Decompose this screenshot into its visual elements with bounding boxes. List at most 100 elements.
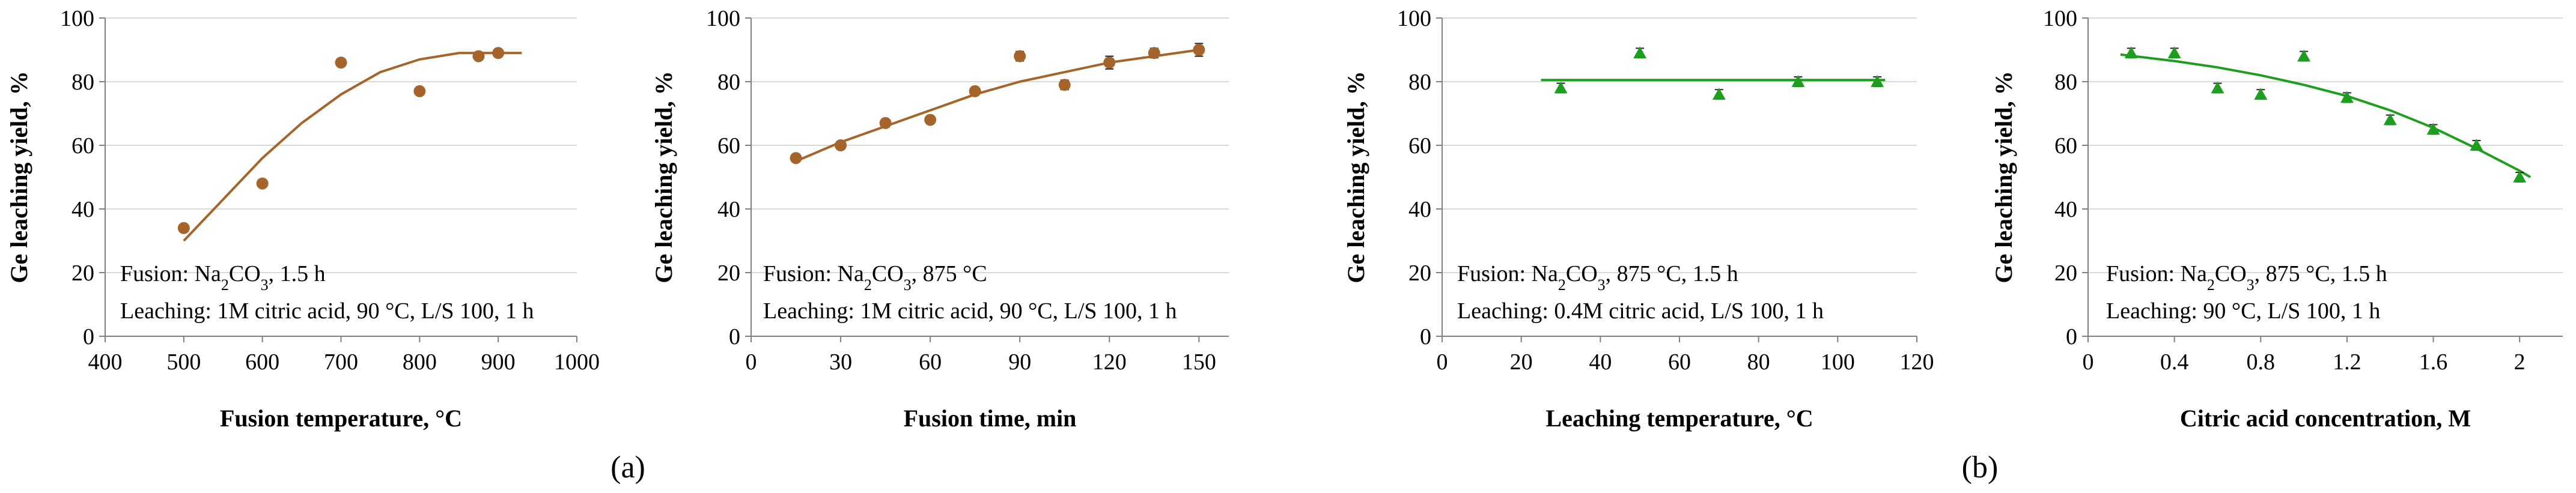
y-axis-title: Ge leaching yield, %	[5, 71, 32, 283]
trend-line	[795, 49, 1199, 163]
y-tick-label: 20	[1408, 261, 1431, 286]
data-point	[1193, 44, 1205, 56]
x-tick-label: 900	[481, 349, 516, 375]
data-point	[335, 56, 347, 69]
chart-leaching-temperature: 0 20 40 60 80 100 0 20 40 60 80 100 120 Leaching temp…	[1342, 6, 1934, 432]
data-point	[2513, 171, 2527, 183]
y-tick-label: 20	[717, 261, 740, 286]
data-point	[879, 116, 892, 129]
data-point	[2167, 46, 2181, 59]
x-tick-label: 0.4	[2160, 349, 2189, 375]
data-point	[835, 139, 847, 151]
x-tick-label: 1000	[554, 349, 600, 375]
x-axis-title: Leaching temperature, °C	[1545, 405, 1813, 432]
y-tick-label: 0	[83, 324, 94, 349]
data-point	[413, 85, 426, 97]
data-point	[2340, 91, 2354, 103]
x-tick-label: 600	[245, 349, 279, 375]
y-tick-label: 0	[2066, 324, 2077, 349]
x-tick-label: 0	[1437, 349, 1448, 375]
x-tick-label: 500	[166, 349, 201, 375]
annotation-fusion: Fusion: Na2CO3, 875 °C, 1.5 h	[1457, 261, 1738, 294]
y-tick-label: 60	[1408, 133, 1431, 159]
x-tick-label: 100	[1821, 349, 1855, 375]
chart-fusion-time: 0 20 40 60 80 100 0 30 60 90 120 150 Fusion time, mi…	[650, 6, 1229, 432]
x-tick-label: 150	[1182, 349, 1216, 375]
panel-label-a: (a)	[611, 450, 645, 485]
y-tick-label: 40	[717, 197, 740, 222]
y-axis-title: Ge leaching yield, %	[1990, 71, 2017, 283]
chart-citric-acid-concentration: 0 20 40 60 80 100 0 0.4 0.8 1.2 1.6 2 Citric acid co…	[1990, 6, 2563, 432]
data-point	[2470, 139, 2483, 151]
y-tick-label: 60	[72, 133, 94, 159]
y-tick-label: 20	[72, 261, 94, 286]
data-point	[1148, 47, 1160, 59]
data-point	[1103, 56, 1116, 69]
data-point	[2297, 49, 2311, 62]
y-tick-label: 40	[1408, 197, 1431, 222]
y-tick-label: 80	[2054, 70, 2077, 95]
data-point	[177, 222, 190, 234]
y-tick-label: 60	[2054, 133, 2077, 159]
y-axis-title: Ge leaching yield, %	[1342, 71, 1369, 283]
annotation-leaching: Leaching: 0.4M citric acid, L/S 100, 1 h	[1457, 298, 1824, 324]
data-point	[1014, 50, 1026, 62]
y-tick-label: 40	[2054, 197, 2077, 222]
x-tick-label: 80	[1747, 349, 1770, 375]
y-tick-label: 40	[72, 197, 94, 222]
trend-line	[2120, 53, 2532, 178]
y-tick-label: 100	[1397, 6, 1431, 31]
y-tick-label: 100	[2043, 6, 2077, 31]
data-point	[1058, 79, 1071, 91]
y-tick-label: 80	[717, 70, 740, 95]
data-point	[924, 113, 937, 126]
x-tick-label: 1.6	[2419, 349, 2448, 375]
annotation-fusion: Fusion: Na2CO3, 875 °C	[763, 261, 987, 294]
annotation-leaching: Leaching: 1M citric acid, 90 °C, L/S 100…	[763, 298, 1177, 324]
y-tick-label: 0	[1420, 324, 1431, 349]
x-tick-label: 0	[2083, 349, 2094, 375]
x-tick-label: 20	[1510, 349, 1533, 375]
data-point	[1554, 81, 1568, 94]
data-point	[2211, 81, 2224, 94]
x-tick-label: 30	[829, 349, 852, 375]
x-tick-label: 0.8	[2247, 349, 2276, 375]
x-tick-label: 120	[1092, 349, 1127, 375]
x-tick-label: 1.2	[2333, 349, 2361, 375]
x-tick-label: 90	[1008, 349, 1031, 375]
x-tick-label: 800	[403, 349, 437, 375]
x-tick-label: 120	[1900, 349, 1934, 375]
data-point	[790, 152, 802, 165]
x-tick-label: 60	[919, 349, 942, 375]
y-tick-label: 80	[1408, 70, 1431, 95]
data-point	[1712, 88, 1726, 100]
annotation-leaching: Leaching: 1M citric acid, 90 °C, L/S 100…	[120, 298, 534, 324]
data-point	[969, 85, 981, 97]
y-tick-label: 0	[729, 324, 740, 349]
x-axis-title: Fusion temperature, °C	[220, 405, 462, 432]
x-tick-label: 40	[1589, 349, 1612, 375]
annotation-fusion: Fusion: Na2CO3, 875 °C, 1.5 h	[2106, 261, 2387, 294]
y-tick-label: 100	[60, 6, 94, 31]
x-tick-label: 0	[746, 349, 757, 375]
data-point	[256, 177, 269, 190]
data-point	[2124, 46, 2138, 59]
data-point	[1791, 75, 1805, 87]
x-tick-label: 60	[1668, 349, 1691, 375]
annotation-leaching: Leaching: 90 °C, L/S 100, 1 h	[2106, 298, 2380, 324]
chart-fusion-temperature: 0 20 40 60 80 100 400 500 600 700 800 900 1000 Fusion…	[5, 6, 600, 432]
y-tick-label: 100	[706, 6, 740, 31]
y-tick-label: 20	[2054, 261, 2077, 286]
data-point	[472, 50, 485, 62]
data-point	[1633, 46, 1647, 59]
x-tick-label: 2	[2514, 349, 2526, 375]
x-axis-title: Fusion time, min	[904, 405, 1077, 432]
x-tick-label: 700	[324, 349, 358, 375]
y-axis-title: Ge leaching yield, %	[650, 71, 677, 283]
y-tick-label: 80	[72, 70, 94, 95]
x-axis-title: Citric acid concentration, M	[2180, 405, 2471, 432]
y-tick-label: 60	[717, 133, 740, 159]
data-point	[2426, 122, 2440, 135]
